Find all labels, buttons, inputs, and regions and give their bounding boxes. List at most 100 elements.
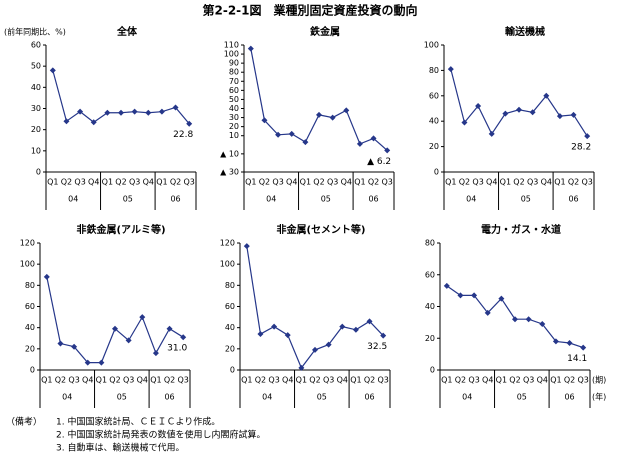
y-tick-label: 80 [225,281,235,290]
x-tick-label: Q2 [109,376,120,385]
data-point [457,292,464,299]
year-label: 04 [266,195,276,204]
data-point [316,111,322,118]
y-tick-label: 40 [229,104,239,113]
x-tick-label: Q3 [123,376,134,385]
x-tick-label: Q2 [364,376,375,385]
y-tick-label: 120 [220,239,235,248]
data-point [543,92,550,99]
y-tick-label: 10 [31,146,41,155]
y-tick-label: 120 [20,239,35,248]
chart-title: 鉄金属 [310,25,340,38]
note: 3. 自動車は、輸送機械で代用。 [56,442,184,454]
data-point [516,106,522,113]
data-point [90,119,97,126]
y-tick-label: 60 [31,41,41,50]
x-tick-label: Q4 [482,376,493,385]
year-label: 06 [170,195,180,204]
y-tick-label: 80 [425,239,435,248]
unit-label: (前年同期比、%) [4,27,66,37]
x-tick-label: Q3 [468,376,479,385]
data-point [570,111,577,118]
data-point [43,273,50,280]
notes-head: （備考） [6,416,42,428]
data-label: ▲ 6.2 [367,157,391,167]
y-tick-label: 50 [31,62,41,71]
x-tick-label: Q1 [96,376,107,385]
x-tick-label: Q3 [268,376,279,385]
x-tick-label: Q1 [150,376,161,385]
y-tick-label: 0 [434,168,439,177]
y-tick-label: 20 [429,142,439,151]
data-point [247,45,254,52]
data-point [298,364,305,371]
x-tick-label: Q2 [513,178,524,187]
data-label: 22.8 [173,130,193,140]
year-label: 04 [466,195,476,204]
data-point [172,104,179,111]
data-point [488,130,495,137]
x-tick-label: Q3 [68,376,79,385]
y-tick-label: 80 [229,68,239,77]
data-point [366,318,373,325]
x-tick-label: Q3 [581,178,592,187]
year-label: 06 [368,195,378,204]
y-tick-label: 60 [425,270,435,279]
data-point [502,110,509,117]
x-tick-label: Q4 [537,376,548,385]
data-point [243,243,250,250]
data-point [77,108,84,115]
data-point [158,108,165,115]
year-label: 05 [521,195,531,204]
data-point [145,109,152,116]
x-tick-label: Q3 [272,178,283,187]
data-point [302,139,309,146]
data-point [166,325,173,332]
year-label: 06 [164,393,174,402]
x-tick-label: Q1 [500,178,511,187]
series-line [450,68,588,137]
x-tick-label: Q1 [296,376,307,385]
data-point [512,316,518,323]
x-tick-label: Q1 [47,178,58,187]
chart-title: 非鉄金属(アルミ等) [76,223,165,236]
data-point [447,66,454,73]
y-tick-label: 60 [225,302,235,311]
x-tick-label: Q4 [143,178,154,187]
x-tick-label: Q1 [445,178,456,187]
y-tick-label: 70 [229,77,239,86]
x-tick-label: Q3 [129,178,140,187]
data-point [180,334,187,341]
data-label: 32.5 [367,342,387,352]
year-label: 05 [321,195,331,204]
x-tick-label: Q2 [115,178,126,187]
y-tick-label: 20 [25,344,35,353]
x-tick-label: Q3 [523,376,534,385]
data-label: 14.1 [567,354,587,364]
x-tick-label: Q4 [82,376,93,385]
data-point [370,135,377,142]
y-tick-label: 40 [429,117,439,126]
data-point [261,117,268,124]
data-point [539,320,546,327]
x-tick-label: Q2 [564,376,575,385]
y-tick-label: 20 [229,122,239,131]
data-point [125,337,132,344]
chart-title: 電力・ガス・水道 [481,223,561,236]
y-tick-label: 90 [229,59,239,68]
x-tick-label: Q1 [550,376,561,385]
y-tick-label: 50 [229,95,239,104]
series-line [52,70,190,125]
x-tick-label: Q3 [323,376,334,385]
data-point [118,109,124,116]
x-tick-label: Q3 [74,178,85,187]
y-tick-label: 60 [229,86,239,95]
y-tick-label: 20 [225,344,235,353]
data-point [112,325,118,332]
chart-title: 輸送機械 [505,25,545,38]
data-point [525,316,532,323]
data-point [312,346,318,353]
data-point [498,295,505,302]
year-label: 04 [262,393,272,402]
x-tick-label: Q1 [441,376,452,385]
